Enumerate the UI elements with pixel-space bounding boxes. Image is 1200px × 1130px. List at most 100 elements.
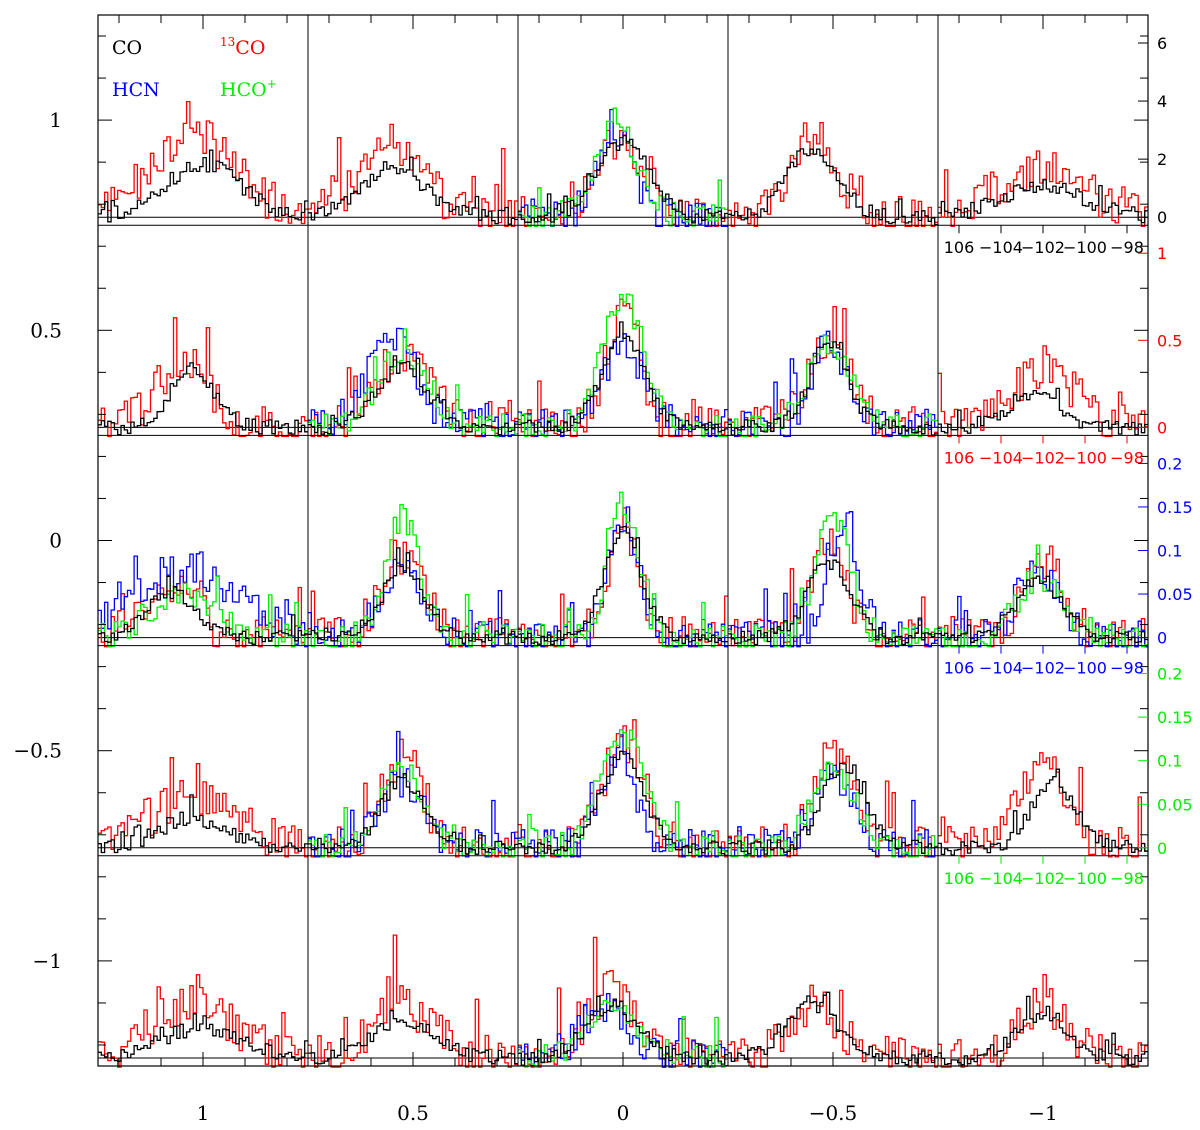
spectrum-co	[308, 773, 518, 855]
velocity-tick-label: −98	[1110, 238, 1144, 257]
spectrum-panel-r1-c0	[98, 317, 308, 438]
spectrum-13co	[308, 934, 518, 1068]
spectrum-13co	[518, 298, 728, 438]
velocity-tick-label: −102	[1021, 238, 1065, 257]
spectrum-co	[728, 762, 938, 855]
velocity-tick-label: 106	[944, 869, 975, 888]
intensity-tick-label: 2	[1157, 150, 1167, 169]
panels-layer	[98, 100, 1148, 1068]
spectrum-co	[98, 575, 308, 646]
intensity-tick-label: 0.1	[1157, 542, 1182, 561]
spectrum-hcoplus	[518, 293, 728, 438]
velocity-tick-label: −98	[1110, 448, 1144, 467]
spectrum-co	[98, 149, 308, 223]
spectrum-co	[938, 387, 1148, 436]
spectrum-panel-r2-c4	[938, 544, 1148, 648]
spectrum-13co	[518, 507, 728, 648]
spectrum-co	[308, 547, 518, 645]
velocity-tick-label: 106	[944, 238, 975, 257]
spectrum-hcn	[308, 558, 518, 648]
x-tick-label: 1	[197, 1101, 210, 1125]
spectrum-co	[518, 995, 728, 1066]
spectrum-co	[98, 362, 308, 436]
x-tick-label: 0	[617, 1101, 630, 1125]
spectrum-13co	[938, 752, 1148, 858]
intensity-tick-label: 0.15	[1157, 708, 1193, 727]
spectrum-co	[728, 341, 938, 436]
velocity-tick-label: −98	[1110, 659, 1144, 678]
spectrum-hcoplus	[518, 107, 728, 227]
spectrum-13co	[98, 974, 308, 1068]
spectrum-co	[728, 559, 938, 646]
spectrum-panel-r2-c0	[98, 551, 308, 648]
velocity-tick-label: −104	[979, 448, 1023, 467]
velocity-tick-label: −102	[1021, 869, 1065, 888]
spectrum-co	[308, 156, 518, 225]
intensity-tick-label: 0.2	[1157, 454, 1182, 473]
spectrum-panel-r1-c1	[308, 327, 518, 438]
intensity-tick-label: 1	[1157, 244, 1167, 263]
spectrum-panel-r0-c3	[728, 121, 938, 227]
spectrum-hcoplus	[938, 544, 1148, 648]
spectrum-panel-r2-c2	[518, 491, 728, 648]
spectrum-hcn	[518, 734, 728, 858]
spectrum-hcn	[308, 327, 518, 438]
axis-layer: 1 0.5 0 −0.5 −1 1 0.5 0 −0.5 −1	[13, 15, 1148, 1125]
spectrum-hcoplus	[308, 761, 518, 858]
legend-entry: 13CO	[220, 35, 265, 59]
spectrum-co	[938, 995, 1148, 1066]
legend-superscript: 13	[220, 35, 235, 49]
legend-entry: HCN	[112, 79, 160, 101]
spectrum-co	[518, 750, 728, 856]
spectrum-13co	[98, 757, 308, 858]
intensity-tick-label: 0.05	[1157, 585, 1193, 604]
spectrum-co	[938, 768, 1148, 856]
spectrum-co	[938, 179, 1148, 224]
spectrum-13co	[308, 343, 518, 438]
spectrum-panel-r0-c4	[938, 150, 1148, 227]
spectrum-13co	[98, 317, 308, 438]
spectrum-co	[308, 355, 518, 436]
legend-base: CO	[235, 37, 265, 59]
spectrum-panel-r0-c0	[98, 100, 308, 225]
spectrum-13co	[728, 121, 938, 227]
spectrum-panel-r2-c1	[308, 504, 518, 648]
spectrum-panel-r3-c4	[938, 752, 1148, 858]
x-tick-label: −0.5	[809, 1101, 858, 1125]
spectrum-13co	[938, 345, 1148, 438]
spectrum-13co	[308, 738, 518, 858]
y-tick-label: 1	[49, 108, 62, 132]
spectrum-panel-r1-c3	[728, 305, 938, 438]
velocity-tick-label: −102	[1021, 659, 1065, 678]
spectrum-co	[98, 1013, 308, 1062]
spectrum-co	[518, 525, 728, 646]
intensity-tick-label: 0	[1157, 629, 1167, 648]
spectrum-co	[308, 1010, 518, 1065]
y-tick-label: −1	[33, 949, 62, 973]
spectrum-13co	[728, 984, 938, 1068]
intensity-tick-label: 6	[1157, 34, 1167, 53]
spectrum-panel-r3-c3	[728, 739, 938, 858]
velocity-tick-label: 106	[944, 448, 975, 467]
intensity-tick-label: 0.05	[1157, 795, 1193, 814]
intensity-tick-label: 0	[1157, 839, 1167, 858]
spectrum-13co	[728, 305, 938, 438]
velocity-tick-label: −102	[1021, 448, 1065, 467]
intensity-tick-label: 0.5	[1157, 331, 1182, 350]
spectrum-13co	[938, 974, 1148, 1068]
legend-entry: CO	[112, 37, 142, 59]
velocity-tick-label: 106	[944, 659, 975, 678]
x-tick-label: −1	[1028, 1101, 1057, 1125]
spectrum-co	[938, 575, 1148, 644]
spectrum-panel-r4-c2	[518, 936, 728, 1068]
intensity-tick-label: 0	[1157, 208, 1167, 227]
y-tick-label: 0	[49, 529, 62, 553]
spectrum-hcoplus	[98, 575, 308, 648]
y-tick-label: −0.5	[13, 739, 62, 763]
legend-base: HCO	[220, 79, 267, 101]
velocity-tick-label: −100	[1063, 659, 1107, 678]
velocity-tick-label: −104	[979, 659, 1023, 678]
spectrum-co	[518, 321, 728, 434]
